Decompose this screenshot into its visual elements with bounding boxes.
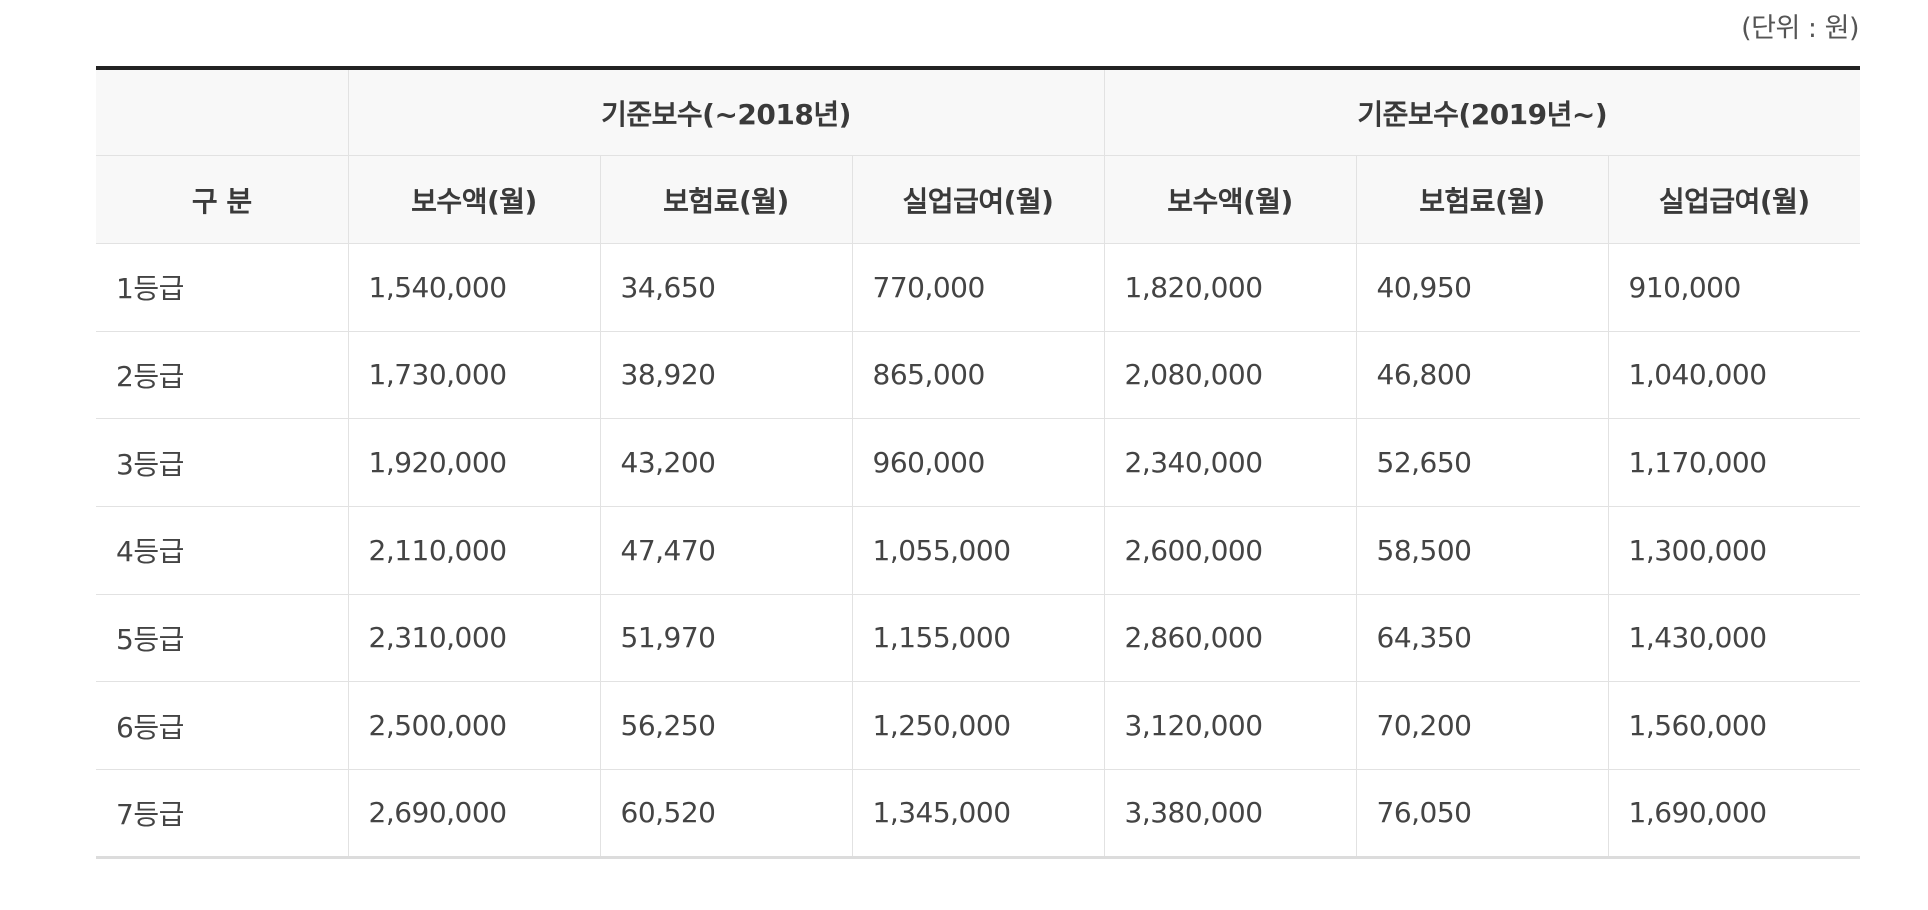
- category-header: 구 분: [96, 155, 348, 244]
- premium-2019-cell: 46,800: [1355, 331, 1609, 420]
- pay-2018-cell: 1,540,000: [347, 243, 600, 332]
- unit-note: (단위 : 원): [1741, 13, 1859, 44]
- table-row: 4등급 2,110,000 47,470 1,055,000 2,600,000 58,5…: [96, 506, 1861, 595]
- benefit-2018-cell: 770,000: [851, 243, 1105, 332]
- premium-2018-cell: 51,970: [599, 594, 852, 683]
- grade-cell: 6등급: [96, 681, 348, 770]
- benefit-2018-cell: 1,345,000: [851, 769, 1105, 858]
- benefit-2018-cell: 1,250,000: [851, 681, 1105, 770]
- premium-2019-cell: 76,050: [1355, 769, 1609, 858]
- premium-2019-cell: 52,650: [1355, 418, 1609, 507]
- pay-2019-cell: 2,860,000: [1103, 594, 1357, 683]
- pay-2019-cell: 3,120,000: [1103, 681, 1357, 770]
- pay-2018-cell: 1,730,000: [347, 331, 600, 420]
- premium-2019-cell: 70,200: [1355, 681, 1609, 770]
- premium-2018-cell: 47,470: [599, 506, 852, 595]
- sub-header-pay-2019: 보수액(월): [1103, 155, 1357, 244]
- sub-header-benefit-2019: 실업급여(월): [1607, 155, 1861, 244]
- pay-2019-cell: 2,600,000: [1103, 506, 1357, 595]
- premium-2018-cell: 43,200: [599, 418, 852, 507]
- grade-cell: 7등급: [96, 769, 348, 858]
- pay-2019-cell: 1,820,000: [1103, 243, 1357, 332]
- pay-2018-cell: 2,110,000: [347, 506, 600, 595]
- pay-2018-cell: 2,500,000: [347, 681, 600, 770]
- premium-2018-cell: 56,250: [599, 681, 852, 770]
- benefit-2018-cell: 1,155,000: [851, 594, 1105, 683]
- benefit-2019-cell: 910,000: [1607, 243, 1861, 332]
- pay-2018-cell: 1,920,000: [347, 418, 600, 507]
- grade-cell: 2등급: [96, 331, 348, 420]
- table-row: 6등급 2,500,000 56,250 1,250,000 3,120,000 70,2…: [96, 681, 1861, 770]
- pay-2018-cell: 2,690,000: [347, 769, 600, 858]
- grade-cell: 3등급: [96, 418, 348, 507]
- premium-2018-cell: 60,520: [599, 769, 852, 858]
- benefit-2019-cell: 1,300,000: [1607, 506, 1861, 595]
- sub-header-benefit-2018: 실업급여(월): [851, 155, 1105, 244]
- corner-empty-cell: [96, 68, 348, 157]
- table-row: 7등급 2,690,000 60,520 1,345,000 3,380,000 76,0…: [96, 769, 1861, 858]
- premium-2019-cell: 40,950: [1355, 243, 1609, 332]
- premium-2019-cell: 58,500: [1355, 506, 1609, 595]
- premium-2018-cell: 34,650: [599, 243, 852, 332]
- benefit-2019-cell: 1,560,000: [1607, 681, 1861, 770]
- benefit-2019-cell: 1,040,000: [1607, 331, 1861, 420]
- group-header-row: 기준보수(~2018년) 기준보수(2019년~): [96, 68, 1861, 157]
- table-header: 기준보수(~2018년) 기준보수(2019년~) 구 분 보수액(월) 보험료…: [96, 68, 1861, 244]
- benefit-2018-cell: 865,000: [851, 331, 1105, 420]
- grade-cell: 4등급: [96, 506, 348, 595]
- pay-2018-cell: 2,310,000: [347, 594, 600, 683]
- benefit-2018-cell: 960,000: [851, 418, 1105, 507]
- benefit-2019-cell: 1,170,000: [1607, 418, 1861, 507]
- premium-2018-cell: 38,920: [599, 331, 852, 420]
- group-header-2018: 기준보수(~2018년): [347, 68, 1105, 157]
- sub-header-row: 구 분 보수액(월) 보험료(월) 실업급여(월) 보수액(월) 보험료(월) …: [96, 155, 1861, 244]
- pay-2019-cell: 2,340,000: [1103, 418, 1357, 507]
- benefit-2019-cell: 1,430,000: [1607, 594, 1861, 683]
- insurance-grade-table: 기준보수(~2018년) 기준보수(2019년~) 구 분 보수액(월) 보험료…: [96, 66, 1861, 859]
- insurance-table-container: 기준보수(~2018년) 기준보수(2019년~) 구 분 보수액(월) 보험료…: [96, 66, 1861, 859]
- grade-cell: 1등급: [96, 243, 348, 332]
- sub-header-pay-2018: 보수액(월): [347, 155, 600, 244]
- sub-header-premium-2019: 보험료(월): [1355, 155, 1609, 244]
- benefit-2018-cell: 1,055,000: [851, 506, 1105, 595]
- benefit-2019-cell: 1,690,000: [1607, 769, 1861, 858]
- group-header-2019: 기준보수(2019년~): [1103, 68, 1861, 157]
- pay-2019-cell: 2,080,000: [1103, 331, 1357, 420]
- pay-2019-cell: 3,380,000: [1103, 769, 1357, 858]
- table-row: 5등급 2,310,000 51,970 1,155,000 2,860,000 64,3…: [96, 594, 1861, 683]
- table-row: 2등급 1,730,000 38,920 865,000 2,080,000 46,800…: [96, 331, 1861, 420]
- table-body: 1등급 1,540,000 34,650 770,000 1,820,000 40,950…: [96, 243, 1861, 858]
- table-row: 3등급 1,920,000 43,200 960,000 2,340,000 52,650…: [96, 418, 1861, 507]
- premium-2019-cell: 64,350: [1355, 594, 1609, 683]
- grade-cell: 5등급: [96, 594, 348, 683]
- sub-header-premium-2018: 보험료(월): [599, 155, 852, 244]
- table-row: 1등급 1,540,000 34,650 770,000 1,820,000 40,950…: [96, 243, 1861, 332]
